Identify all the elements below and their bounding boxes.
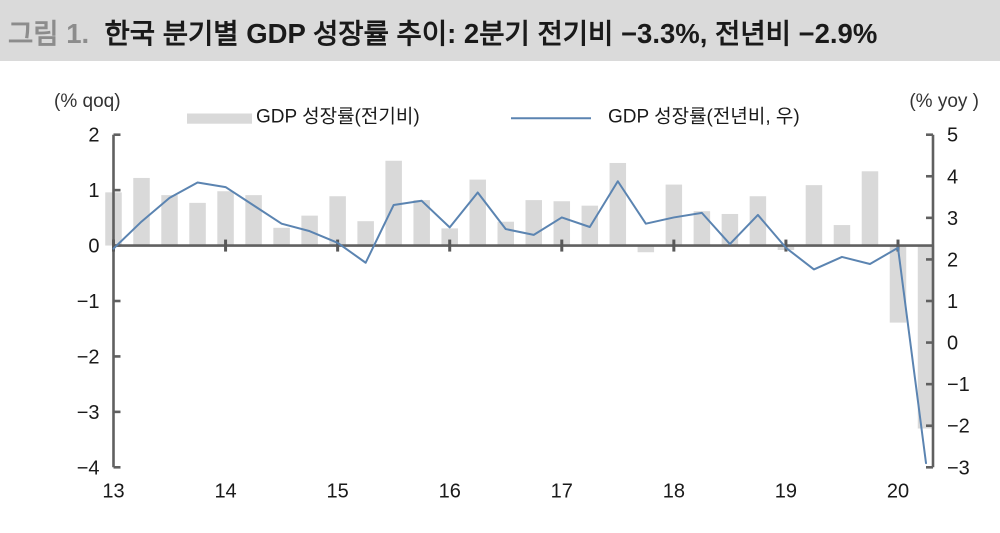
svg-text:20: 20 [887,480,909,502]
svg-text:0: 0 [88,236,99,258]
svg-text:GDP 성장률(전년비, 우): GDP 성장률(전년비, 우) [608,106,800,128]
svg-text:−2: −2 [77,346,100,368]
svg-text:−3: −3 [77,402,100,424]
svg-text:4: 4 [947,166,958,188]
svg-text:16: 16 [439,480,461,502]
svg-text:(% qoq): (% qoq) [54,91,121,112]
svg-text:(% yoy ): (% yoy ) [909,91,979,112]
svg-text:3: 3 [947,208,958,230]
svg-text:−4: −4 [77,457,100,479]
svg-text:13: 13 [102,480,124,502]
svg-text:0: 0 [947,333,958,355]
svg-text:−1: −1 [77,291,100,313]
svg-text:15: 15 [327,480,349,502]
svg-text:19: 19 [775,480,797,502]
svg-text:17: 17 [551,480,573,502]
svg-text:1: 1 [947,291,958,313]
svg-text:−1: −1 [947,374,970,396]
svg-text:14: 14 [214,480,236,502]
svg-text:−2: −2 [947,416,970,438]
svg-text:2: 2 [88,125,99,147]
svg-text:1: 1 [88,180,99,202]
svg-text:18: 18 [663,480,685,502]
svg-text:−3: −3 [947,457,970,479]
svg-text:5: 5 [947,125,958,147]
svg-text:2: 2 [947,249,958,271]
svg-text:GDP 성장률(전기비): GDP 성장률(전기비) [256,106,420,128]
